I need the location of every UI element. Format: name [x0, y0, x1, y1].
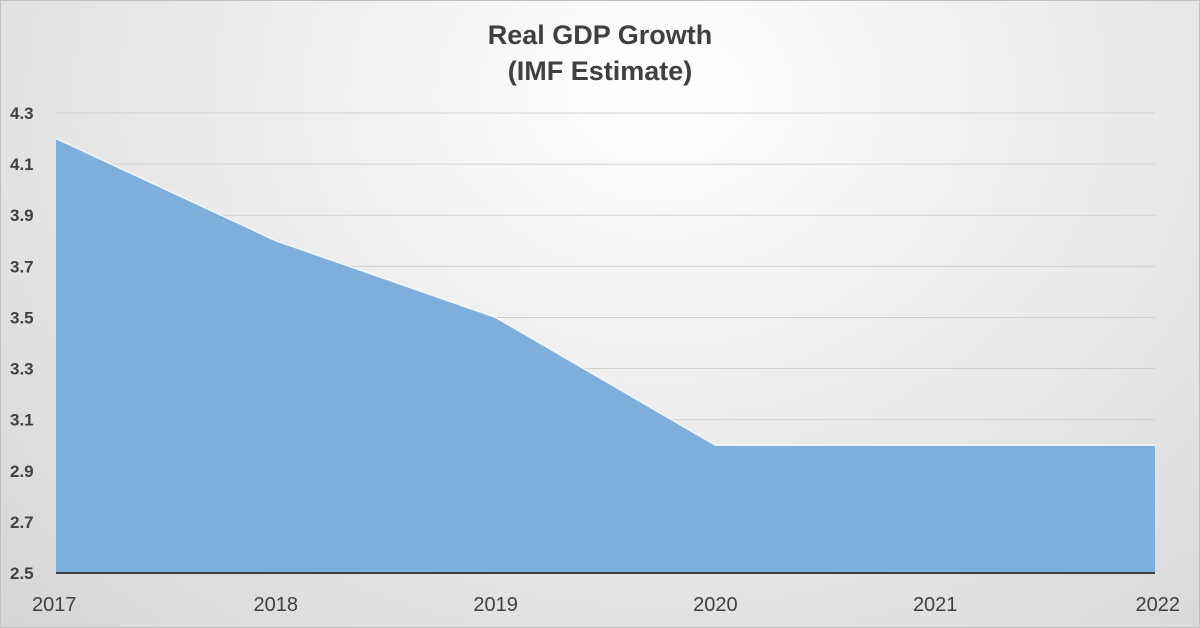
x-tick-label: 2017: [32, 594, 77, 616]
x-tick-label: 2019: [473, 594, 518, 616]
y-tick-label: 3.3: [10, 360, 34, 379]
chart-subtitle: (IMF Estimate): [507, 56, 693, 86]
y-tick-label: 4.3: [10, 104, 34, 123]
y-tick-label: 2.7: [10, 513, 34, 532]
area-top-edge: [55, 137, 1155, 446]
y-tick-label: 3.1: [10, 411, 34, 430]
x-tick-label: 2018: [254, 594, 299, 616]
x-tick-label: 2022: [1136, 594, 1181, 616]
area-series: [56, 138, 1155, 574]
x-tick-label: 2020: [693, 594, 738, 616]
chart-title: Real GDP Growth: [487, 20, 713, 50]
y-tick-label: 3.5: [10, 308, 34, 327]
x-tick-label: 2021: [913, 594, 958, 616]
y-tick-label: 2.9: [10, 462, 34, 481]
y-tick-label: 3.7: [10, 257, 34, 276]
y-tick-label: 4.1: [10, 155, 34, 174]
y-tick-label: 3.9: [10, 206, 34, 225]
y-tick-label: 2.5: [10, 564, 34, 583]
